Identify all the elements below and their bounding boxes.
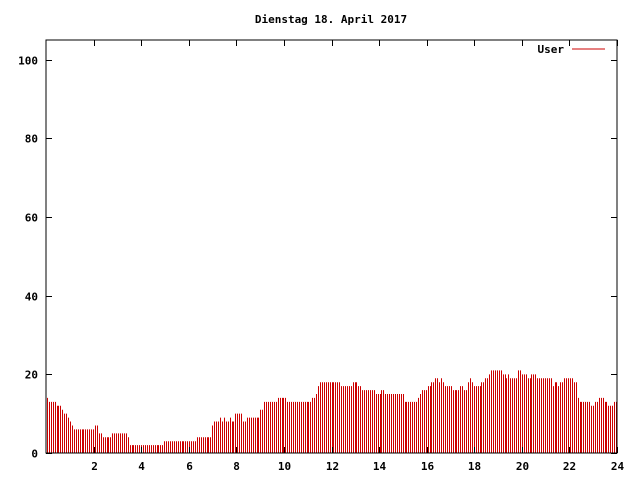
x-tick-label: 12 bbox=[326, 460, 339, 473]
x-tick-label: 22 bbox=[563, 460, 576, 473]
x-tick-label: 16 bbox=[421, 460, 435, 473]
x-tick-label: 24 bbox=[611, 460, 625, 473]
x-tick-label: 10 bbox=[278, 460, 291, 473]
x-tick-label: 8 bbox=[233, 460, 240, 473]
legend-label: User bbox=[538, 43, 565, 56]
x-tick-label: 20 bbox=[516, 460, 529, 473]
y-tick-label: 80 bbox=[25, 133, 38, 146]
x-tick-label: 2 bbox=[91, 460, 98, 473]
bars-group bbox=[47, 370, 617, 453]
x-tick-label: 6 bbox=[186, 460, 193, 473]
x-tick-label: 18 bbox=[468, 460, 481, 473]
y-tick-label: 100 bbox=[18, 55, 38, 68]
y-tick-label: 60 bbox=[25, 212, 38, 225]
x-tick-label: 14 bbox=[373, 460, 387, 473]
y-tick-label: 40 bbox=[25, 291, 38, 304]
x-axis: 2 4 6 8 10 12 14 16 18 20 22 24 bbox=[91, 40, 624, 473]
legend: User bbox=[538, 43, 605, 56]
x-tick-label: 4 bbox=[138, 460, 145, 473]
chart-title: Dienstag 18. April 2017 bbox=[255, 13, 407, 26]
y-axis: 0 20 40 60 80 100 bbox=[18, 55, 617, 461]
y-tick-label: 20 bbox=[25, 369, 38, 382]
plot-frame bbox=[45, 39, 618, 454]
y-tick-label: 0 bbox=[31, 448, 38, 461]
